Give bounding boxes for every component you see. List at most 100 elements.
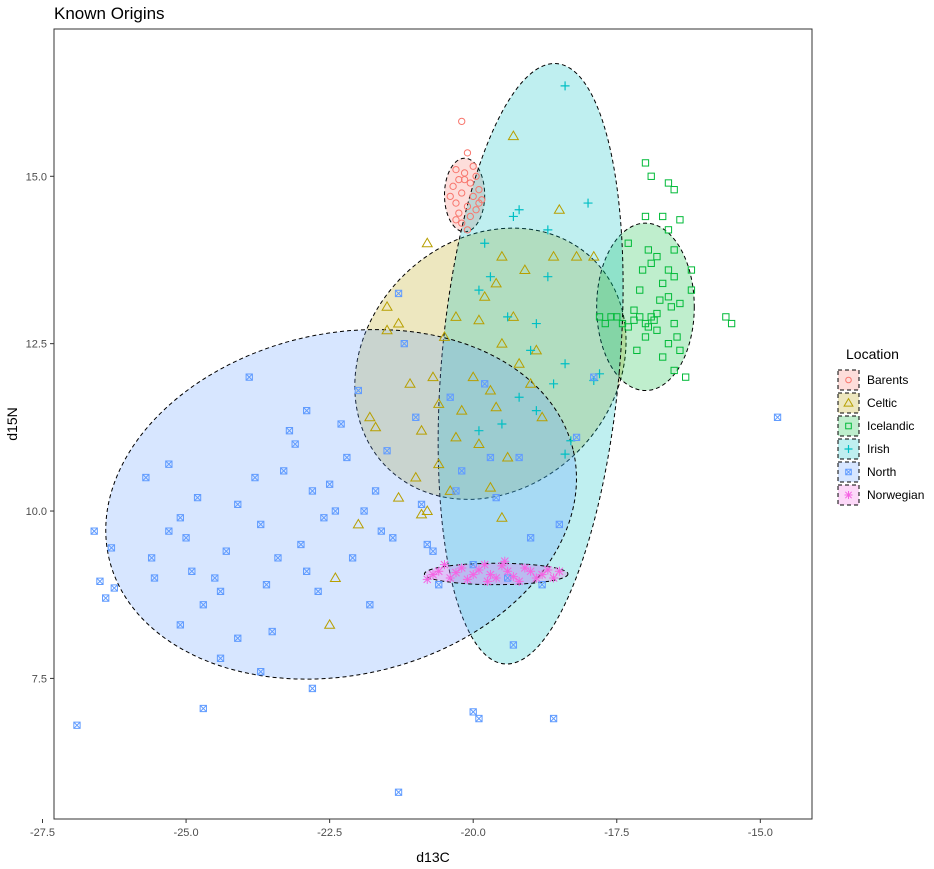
point-icelandic <box>682 373 690 381</box>
point-north <box>389 534 397 542</box>
point-norwegian <box>491 573 501 583</box>
point-north <box>348 554 357 562</box>
point-north <box>274 554 282 562</box>
legend-label-norwegian: Norwegian <box>867 488 924 502</box>
point-north <box>216 654 225 662</box>
point-north <box>337 420 345 428</box>
point-barents <box>458 117 466 126</box>
point-north <box>257 668 265 676</box>
point-celtic <box>450 431 462 442</box>
point-icelandic <box>664 179 673 187</box>
point-irish <box>526 345 536 355</box>
point-irish <box>480 238 490 248</box>
point-north <box>268 627 276 636</box>
point-barents <box>452 216 460 224</box>
point-norwegian <box>514 576 524 586</box>
point-icelandic <box>727 319 736 328</box>
point-celtic <box>530 344 543 355</box>
point-icelandic <box>653 326 661 334</box>
point-celtic <box>519 264 531 274</box>
point-barents <box>469 192 477 201</box>
point-north <box>331 507 340 515</box>
point-icelandic <box>667 303 675 311</box>
point-irish <box>485 272 495 282</box>
point-irish <box>583 198 593 208</box>
point-north <box>314 587 322 596</box>
point-barents <box>478 196 486 204</box>
point-celtic <box>392 317 405 328</box>
point-irish <box>560 81 570 91</box>
point-north <box>475 714 483 723</box>
y-tick-label: 10.0 <box>26 506 47 518</box>
point-north <box>182 534 190 542</box>
point-north <box>377 527 385 535</box>
legend-marker-celtic <box>843 397 854 407</box>
point-icelandic <box>641 333 650 341</box>
point-celtic <box>553 203 566 214</box>
point-north <box>285 427 294 435</box>
point-norwegian <box>526 566 536 576</box>
ellipse-layer <box>105 63 695 680</box>
point-irish <box>514 205 524 215</box>
x-tick-label: -20.0 <box>461 827 486 839</box>
point-north <box>297 540 305 549</box>
point-celtic <box>421 237 434 248</box>
point-irish <box>503 312 513 322</box>
point-celtic <box>432 397 445 408</box>
point-icelandic <box>664 266 673 274</box>
point-north <box>360 507 368 515</box>
point-celtic <box>501 451 514 462</box>
point-icelandic <box>659 212 667 221</box>
point-north <box>291 440 299 448</box>
point-barents <box>472 206 480 214</box>
point-barents <box>466 212 474 221</box>
point-north <box>142 473 150 482</box>
point-celtic <box>329 572 342 582</box>
point-icelandic <box>656 296 664 304</box>
point-norwegian <box>474 565 484 575</box>
point-barents <box>458 219 466 227</box>
point-north <box>216 587 225 596</box>
point-irish <box>531 406 541 416</box>
point-icelandic <box>641 159 650 167</box>
legend-items: Barents Celtic Icelandic Irish North Norwegia… <box>837 369 924 506</box>
point-celtic <box>536 411 548 422</box>
point-north <box>417 500 426 508</box>
x-tick-label: -22.5 <box>317 827 342 839</box>
point-norwegian <box>503 566 513 576</box>
point-celtic <box>570 250 583 261</box>
series-icelandic <box>595 159 736 381</box>
point-icelandic <box>653 309 661 318</box>
point-celtic <box>323 618 336 629</box>
point-north <box>222 547 230 555</box>
point-north <box>538 581 546 589</box>
point-north <box>211 574 219 582</box>
point-icelandic <box>670 186 678 194</box>
legend-item-celtic: Celtic <box>837 392 897 414</box>
point-irish <box>474 426 484 436</box>
point-north <box>509 641 518 649</box>
point-north <box>150 574 159 582</box>
point-north <box>303 567 311 575</box>
point-celtic <box>496 511 508 522</box>
point-layer <box>73 81 782 796</box>
point-north <box>176 621 184 629</box>
point-north <box>394 289 403 298</box>
point-north <box>526 534 535 542</box>
x-axis-title: d13C <box>416 849 449 865</box>
point-north <box>188 567 196 575</box>
legend-marker-irish <box>844 445 853 453</box>
point-celtic <box>432 458 445 469</box>
series-norwegian <box>422 556 564 586</box>
legend-item-north: North <box>837 461 896 483</box>
point-celtic <box>404 377 416 388</box>
point-north <box>549 714 558 723</box>
point-north <box>400 340 408 348</box>
legend-item-irish: Irish <box>837 438 890 460</box>
point-north <box>308 487 317 495</box>
point-north <box>572 433 581 442</box>
point-norwegian <box>480 560 490 570</box>
point-icelandic <box>633 346 641 355</box>
point-norwegian <box>537 570 547 580</box>
point-north <box>262 581 271 589</box>
